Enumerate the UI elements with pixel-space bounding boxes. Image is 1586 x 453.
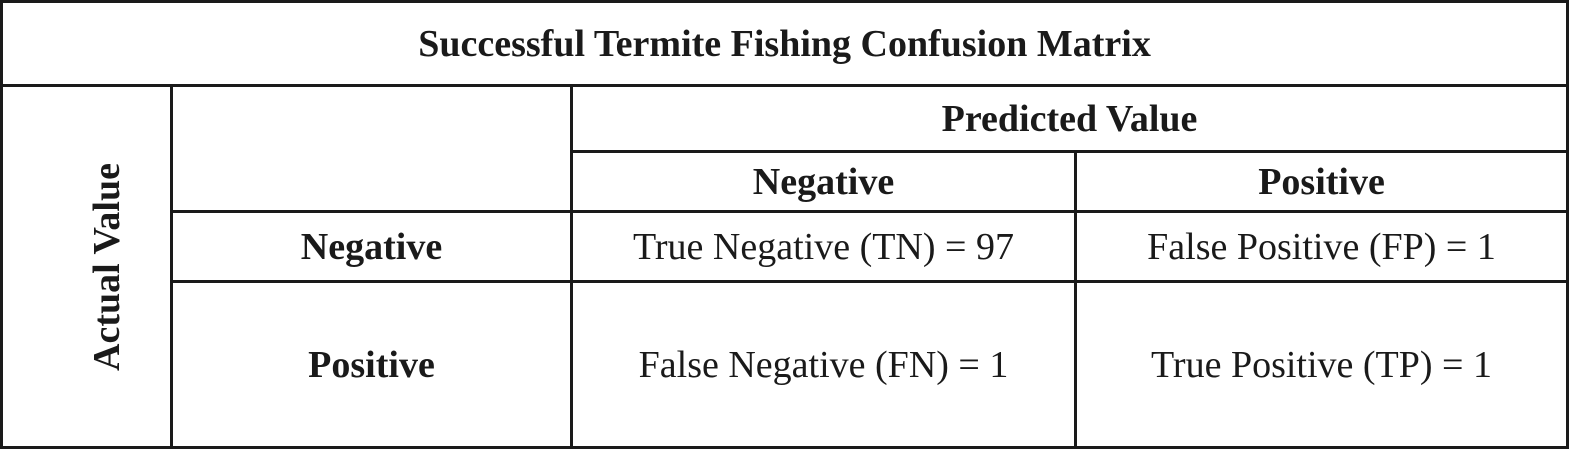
actual-value-axis-cell: Actual Value <box>0 84 173 449</box>
actual-value-label: Actual Value <box>85 162 128 371</box>
true-positive-cell: True Positive (TP) = 1 <box>1073 280 1570 449</box>
actual-positive-row-label: Positive <box>170 280 573 449</box>
false-negative-cell: False Negative (FN) = 1 <box>570 280 1077 449</box>
predicted-value-label: Predicted Value <box>569 84 1570 153</box>
actual-negative-row-label: Negative <box>170 210 573 283</box>
true-negative-cell: True Negative (TN) = 97 <box>570 210 1077 283</box>
matrix-title: Successful Termite Fishing Confusion Mat… <box>0 0 1570 87</box>
corner-empty-cell <box>170 84 573 213</box>
predicted-negative-header: Negative <box>570 150 1077 213</box>
predicted-positive-header: Positive <box>1073 150 1570 213</box>
false-positive-cell: False Positive (FP) = 1 <box>1073 210 1570 283</box>
